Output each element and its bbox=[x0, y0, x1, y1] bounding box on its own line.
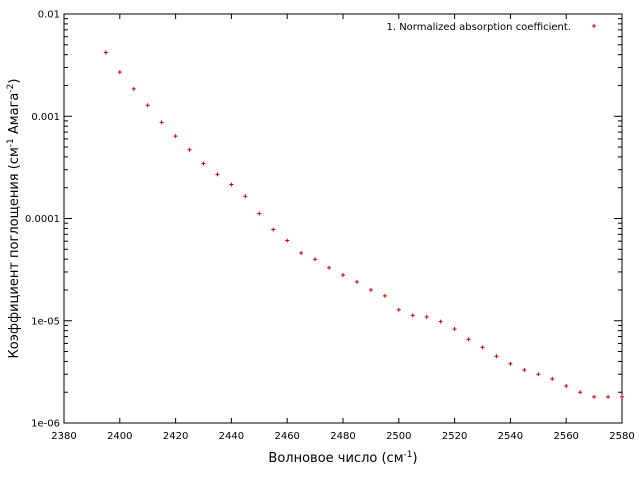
y-tick-label: 0.01 bbox=[38, 10, 60, 21]
data-point bbox=[285, 238, 290, 243]
data-point bbox=[494, 354, 499, 359]
legend-label: 1. Normalized absorption coefficient. bbox=[386, 22, 571, 33]
x-axis-ticks: 2380 2400 2420 2440 2460 2480 2500 2520 2540 2560… bbox=[51, 14, 635, 442]
data-point bbox=[229, 182, 234, 187]
data-point bbox=[452, 327, 457, 332]
legend: 1. Normalized absorption coefficient. bbox=[386, 22, 596, 33]
x-tick-label: 2420 bbox=[163, 431, 188, 442]
x-tick-label: 2520 bbox=[442, 431, 467, 442]
data-point bbox=[173, 134, 178, 139]
x-tick-label: 2400 bbox=[107, 431, 132, 442]
legend-marker-icon bbox=[592, 24, 596, 28]
y-tick-label: 0.001 bbox=[31, 112, 60, 123]
data-point bbox=[550, 376, 555, 381]
data-point bbox=[271, 227, 276, 232]
x-tick-label: 2460 bbox=[274, 431, 299, 442]
data-point bbox=[341, 273, 345, 278]
data-point bbox=[578, 390, 583, 395]
x-tick-label: 2500 bbox=[386, 431, 411, 442]
data-point bbox=[508, 361, 513, 366]
data-point bbox=[131, 86, 136, 91]
y-tick-label: 1e-05 bbox=[31, 316, 60, 327]
data-point bbox=[368, 287, 373, 292]
data-point bbox=[257, 211, 262, 216]
x-tick-label: 2540 bbox=[498, 431, 523, 442]
x-axis-title: Волновое число (см-1) bbox=[268, 450, 417, 466]
data-point bbox=[536, 372, 541, 377]
data-point bbox=[592, 394, 597, 399]
y-axis-ticks: 1e-06 1e-05 0.0001 0.001 0.01 bbox=[25, 10, 622, 430]
data-point bbox=[396, 307, 401, 312]
data-point bbox=[327, 265, 332, 270]
x-tick-label: 2440 bbox=[219, 431, 244, 442]
data-point bbox=[243, 194, 248, 199]
data-point bbox=[313, 257, 318, 262]
data-point bbox=[564, 384, 569, 389]
x-tick-label: 2580 bbox=[609, 431, 634, 442]
data-point bbox=[620, 394, 624, 399]
data-point bbox=[438, 319, 443, 324]
data-point bbox=[215, 172, 220, 177]
data-markers bbox=[103, 50, 624, 399]
data-point bbox=[606, 394, 611, 399]
data-point bbox=[117, 70, 122, 75]
data-point bbox=[299, 250, 304, 255]
x-tick-label: 2480 bbox=[330, 431, 355, 442]
data-point bbox=[480, 345, 485, 350]
data-point bbox=[522, 367, 527, 372]
data-point bbox=[145, 103, 150, 108]
data-point bbox=[103, 50, 108, 55]
x-tick-label: 2560 bbox=[553, 431, 578, 442]
data-point bbox=[410, 313, 415, 318]
data-point bbox=[424, 314, 429, 319]
y-tick-label: 0.0001 bbox=[25, 214, 60, 225]
data-point bbox=[159, 120, 164, 125]
y-tick-label: 1e-06 bbox=[31, 419, 60, 430]
data-point bbox=[187, 147, 192, 152]
data-point bbox=[466, 337, 471, 342]
data-point bbox=[354, 279, 359, 284]
data-point bbox=[201, 161, 206, 166]
data-point bbox=[382, 293, 387, 298]
x-tick-label: 2380 bbox=[51, 431, 76, 442]
y-axis-title: Коэффициент поглощения (см-1 Амага-2) bbox=[6, 79, 22, 359]
